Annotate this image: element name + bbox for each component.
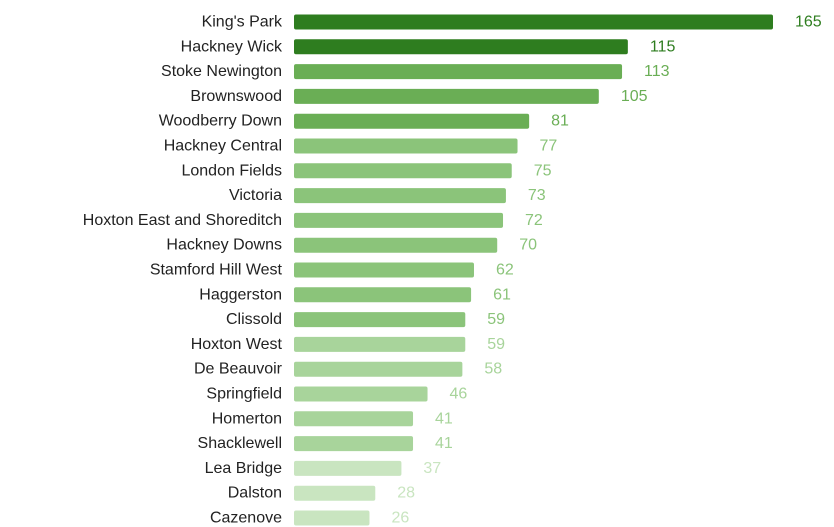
bar-18 <box>294 460 402 476</box>
value-label: 81 <box>551 113 569 130</box>
value-label: 75 <box>534 162 552 179</box>
value-labels: 165 115 113 105 81 77 75 73 72 70 62 61 59 59 58 46 41 41… <box>391 14 821 527</box>
value-label: 62 <box>496 262 514 279</box>
category-label: Woodberry Down <box>159 113 282 130</box>
value-label: 77 <box>540 138 558 155</box>
bar-17 <box>294 436 414 452</box>
bar-11 <box>294 287 472 303</box>
value-label: 26 <box>391 510 409 527</box>
value-label: 41 <box>435 410 453 427</box>
value-label: 37 <box>423 460 441 477</box>
category-label: Hoxton West <box>191 336 283 353</box>
value-label: 72 <box>525 212 543 229</box>
bar-19 <box>294 485 376 501</box>
category-label: London Fields <box>181 162 282 179</box>
value-label: 58 <box>484 361 502 378</box>
bar-13 <box>294 336 466 352</box>
value-label: 105 <box>621 88 648 105</box>
value-label: 61 <box>493 286 511 303</box>
category-label: Hackney Wick <box>181 38 283 55</box>
bar-8 <box>294 212 504 228</box>
category-label: King's Park <box>202 14 283 31</box>
category-label: Clissold <box>226 311 282 328</box>
category-label: Homerton <box>212 410 282 427</box>
bar-7 <box>294 188 506 204</box>
bar-20 <box>294 510 370 526</box>
category-label: Haggerston <box>199 286 282 303</box>
bars-layer <box>294 14 773 526</box>
value-label: 165 <box>795 14 822 31</box>
bar-14 <box>294 361 463 377</box>
bar-12 <box>294 312 466 328</box>
bar-16 <box>294 411 414 427</box>
bar-0 <box>294 14 773 30</box>
category-label: Stamford Hill West <box>150 262 283 279</box>
category-label: Cazenove <box>210 510 282 527</box>
bar-10 <box>294 262 474 278</box>
category-labels: King's Park Hackney Wick Stoke Newington Br… <box>83 14 283 527</box>
value-label: 59 <box>487 336 505 353</box>
category-label: Hoxton East and Shoreditch <box>83 212 282 229</box>
bar-3 <box>294 88 599 104</box>
bar-1 <box>294 39 628 55</box>
category-label: Dalston <box>228 485 282 502</box>
category-label: De Beauvoir <box>194 361 283 378</box>
bar-9 <box>294 237 498 253</box>
bar-6 <box>294 163 512 179</box>
value-label: 41 <box>435 435 453 452</box>
value-label: 46 <box>450 386 468 403</box>
value-label: 28 <box>397 485 415 502</box>
bar-4 <box>294 113 530 129</box>
value-label: 113 <box>644 63 670 80</box>
value-label: 59 <box>487 311 505 328</box>
bar-15 <box>294 386 428 402</box>
category-label: Stoke Newington <box>161 63 282 80</box>
category-label: Hackney Downs <box>166 237 282 254</box>
category-label: Hackney Central <box>164 138 282 155</box>
category-label: Springfield <box>206 386 282 403</box>
category-label: Shacklewell <box>198 435 282 452</box>
category-label: Lea Bridge <box>205 460 282 477</box>
category-label: Victoria <box>229 187 282 204</box>
bar-2 <box>294 64 623 80</box>
bar-5 <box>294 138 518 154</box>
value-label: 115 <box>650 38 676 55</box>
value-label: 70 <box>519 237 537 254</box>
category-label: Brownswood <box>190 88 282 105</box>
value-label: 73 <box>528 187 546 204</box>
